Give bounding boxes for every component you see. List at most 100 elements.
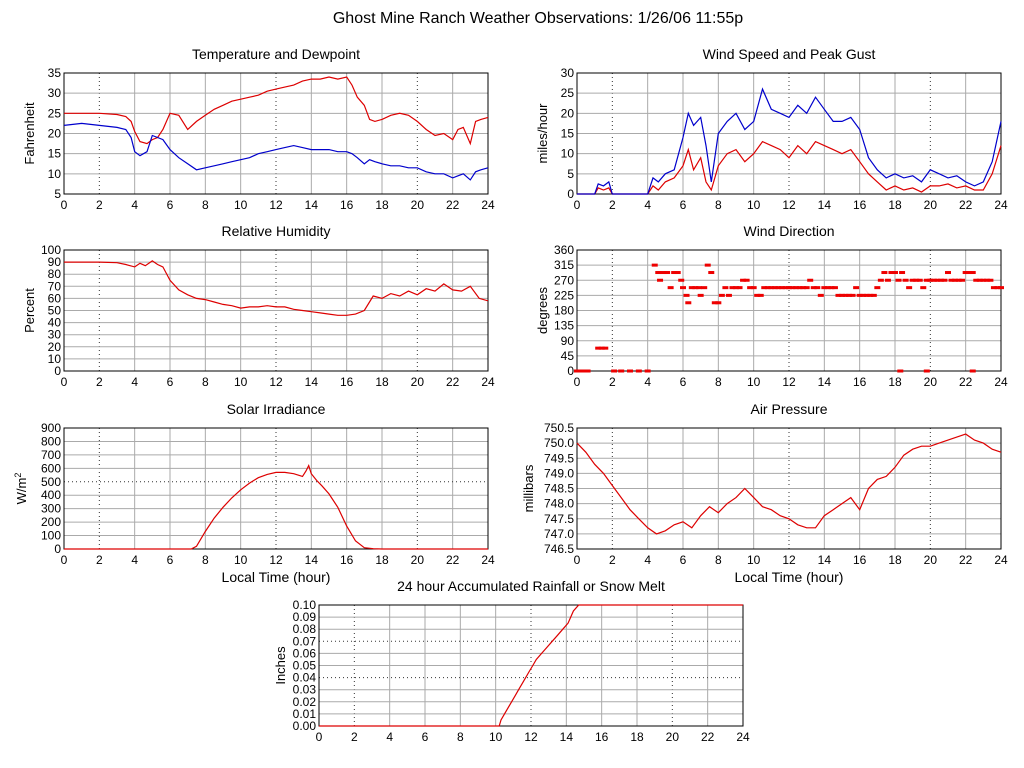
wdir-point [899,271,906,275]
wind-y-tick-label: 5 [567,167,574,181]
solar-y-tick-label: 500 [41,475,61,489]
solar-x-tick-label: 24 [481,553,495,567]
pressure-y-tick-label: 748.5 [544,482,574,496]
wdir-point [842,293,849,297]
wdir-point [782,286,789,290]
wdir-point [983,278,990,282]
wdir-point [888,271,895,275]
wdir-point [881,271,888,275]
solar-x-axis-label: Local Time (hour) [222,569,331,585]
wind-x-tick-label: 2 [609,198,616,212]
wdir-x-tick-label: 18 [888,375,902,389]
solar-series-solar [64,464,488,550]
temp-y-tick-label: 15 [48,147,62,161]
wdir-point [800,286,807,290]
wdir-point [920,286,927,290]
wdir-point [611,369,618,373]
wdir-point [994,286,1001,290]
wind-x-tick-label: 12 [782,198,796,212]
wdir-point [846,293,853,297]
pressure-y-tick-label: 747.0 [544,527,574,541]
wdir-point [810,286,817,290]
wdir-point [966,271,973,275]
wdir-point [945,271,951,275]
solar-frame [63,427,489,550]
wdir-point [715,301,722,305]
wdir-point [934,278,941,282]
wdir-point [962,271,969,275]
wdir-point [906,286,913,290]
wdir-point [952,278,959,282]
temp-x-tick-label: 10 [234,198,248,212]
wdir-point [998,286,1004,290]
wdir-point [627,369,633,373]
rain-x-tick-label: 12 [524,730,538,744]
wdir-point [651,263,658,267]
wdir-point [923,278,930,282]
wdir-point [711,301,718,305]
wdir-x-tick-label: 12 [782,375,796,389]
wdir-point [835,293,842,297]
temp-x-tick-label: 18 [375,198,389,212]
wdir-point [757,293,764,297]
solar-y-tick-label: 0 [54,542,61,556]
pressure-frame [576,427,1002,550]
wdir-point [916,278,923,282]
rh-y-axis-label: Percent [22,288,37,333]
page-title: Ghost Mine Ranch Weather Observations: 1… [333,10,743,27]
wdir-point [740,278,747,282]
wind-y-tick-label: 15 [561,127,575,141]
wdir-point [683,293,690,297]
wdir-point [664,271,671,275]
solar-x-tick-label: 14 [305,553,319,567]
rain-y-tick-label: 0.10 [293,598,317,612]
rh-x-tick-label: 16 [340,375,354,389]
temp-y-tick-label: 25 [48,106,62,120]
wdir-point [657,278,664,282]
rain-x-tick-label: 20 [666,730,680,744]
wdir-y-tick-label: 45 [561,349,575,363]
rain-frame [318,604,744,727]
temp-y-tick-label: 20 [48,127,62,141]
pressure-x-tick-label: 22 [959,553,973,567]
wind-y-tick-label: 25 [561,86,575,100]
rain-y-tick-label: 0.08 [293,622,317,636]
solar-y-tick-label: 100 [41,529,61,543]
pressure-x-tick-label: 8 [715,553,722,567]
wdir-x-tick-label: 24 [994,375,1008,389]
rh-x-tick-label: 4 [131,375,138,389]
wdir-point [729,286,736,290]
wdir-x-tick-label: 6 [680,375,687,389]
rain-x-tick-label: 0 [316,730,323,744]
wdir-x-tick-label: 4 [644,375,651,389]
wdir-point [973,278,980,282]
solar-y-axis-label: W/m2 [13,473,29,505]
wind-x-tick-label: 20 [924,198,938,212]
pressure-x-tick-label: 14 [818,553,832,567]
pressure-x-tick-label: 18 [888,553,902,567]
wdir-point [828,286,835,290]
wdir-y-tick-label: 0 [567,364,574,378]
rain-y-tick-label: 0.06 [293,646,317,660]
pressure-chart: 0 2 4 6 8 10 12 14 16 18 20 22 24746.5747.0747.5748.… [521,401,1008,585]
wind-x-tick-label: 10 [747,198,761,212]
rh-series-humidity [64,260,489,316]
wdir-point [778,286,785,290]
wdir-point [913,278,920,282]
wdir-point [685,301,692,305]
solar-x-tick-label: 18 [375,553,389,567]
wdir-point [761,286,768,290]
rh-chart: 0 2 4 6 8 10 12 14 16 18 20 22 240102030405060708090… [22,223,495,389]
wdir-point [923,369,930,373]
rain-y-tick-label: 0.04 [293,671,317,685]
wind-y-axis-label-text: miles/hour [535,103,550,164]
pressure-title: Air Pressure [750,401,827,417]
temp-y-tick-label: 30 [48,86,62,100]
wdir-point [704,263,711,267]
wdir-point [849,293,856,297]
wind-x-tick-label: 22 [959,198,973,212]
rh-y-axis-label-text: Percent [22,288,37,333]
wdir-point [930,278,937,282]
rh-y-tick-label: 40 [48,316,62,330]
rh-x-tick-label: 20 [411,375,425,389]
